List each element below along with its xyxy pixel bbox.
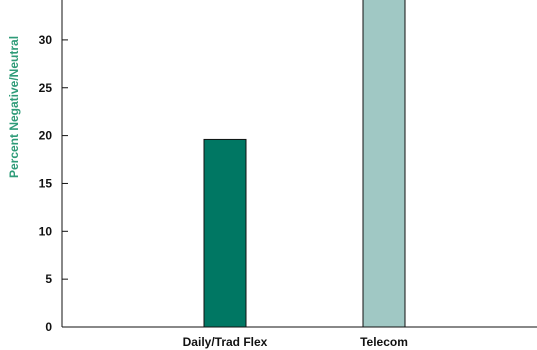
bars — [203, 0, 406, 328]
y-axis-title: Percent Negative/Neutral — [7, 36, 21, 178]
y-tick-label: 30 — [39, 33, 53, 47]
y-tick-label: 0 — [45, 320, 52, 334]
y-tick-label: 20 — [39, 129, 53, 143]
bar-daily-trad-flex — [203, 138, 247, 328]
y-tick-label: 5 — [45, 272, 52, 286]
bar-telecom — [362, 0, 406, 328]
y-axis-ticks: 05101520253035 — [39, 33, 68, 334]
y-tick-label: 25 — [39, 81, 53, 95]
x-category-label: Daily/Trad Flex — [183, 335, 268, 349]
y-tick-label: 10 — [39, 224, 53, 238]
y-tick-label: 15 — [39, 176, 53, 190]
x-category-label: Telecom — [360, 335, 408, 349]
category-labels: Daily/Trad Flex Telecom — [183, 335, 408, 349]
